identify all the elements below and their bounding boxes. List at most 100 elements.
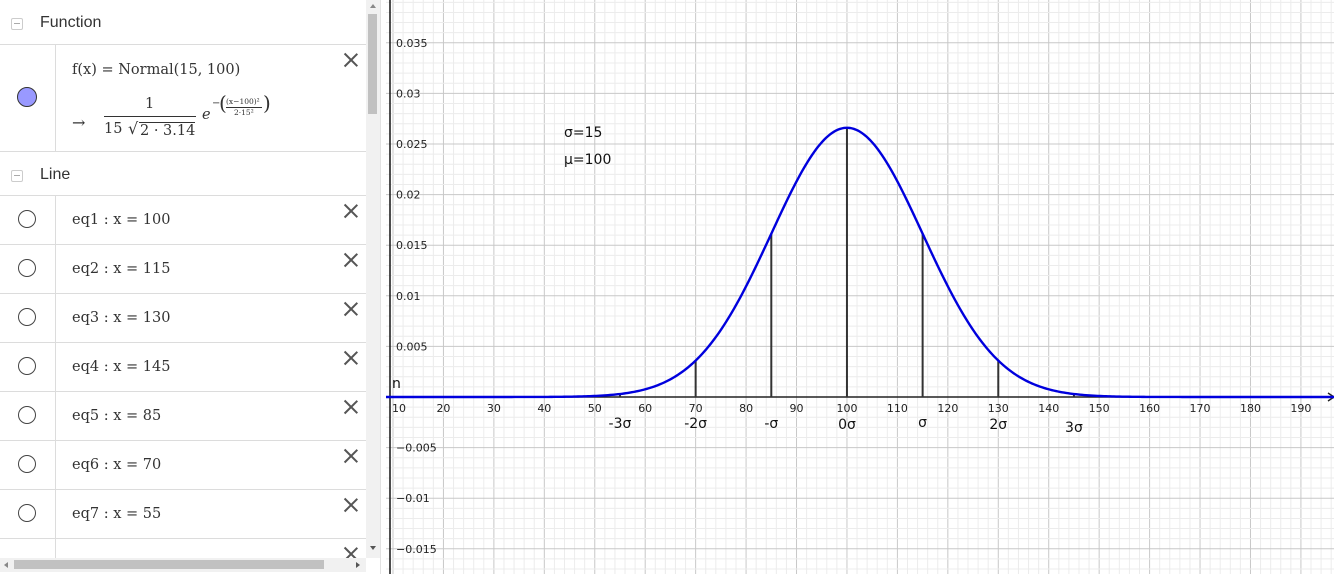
scroll-left-icon[interactable] (4, 562, 8, 568)
collapse-icon[interactable] (11, 18, 23, 30)
axis-n-label: n (392, 376, 401, 392)
fraction-denominator-coef: 15 (104, 121, 123, 137)
exp-numerator: (x−100)² (226, 97, 260, 106)
function-definition[interactable]: f(x) = Normal(15, 100) (72, 62, 241, 78)
line-item[interactable]: eq4 : x = 145 (0, 342, 366, 391)
x-tick-label: 110 (887, 402, 908, 415)
exp-fraction-bar (226, 107, 262, 108)
exp-paren-open: ( (219, 91, 227, 115)
x-tick-label: 170 (1190, 402, 1211, 415)
sqrt-icon: √ (128, 119, 139, 138)
x-tick-label: 50 (588, 402, 602, 415)
visibility-marble-icon[interactable] (18, 455, 36, 473)
scrollbar-thumb[interactable] (368, 14, 377, 114)
line-definition[interactable]: eq4 : x = 145 (72, 359, 171, 375)
function-item[interactable]: f(x) = Normal(15, 100) → 1 15 √ 2 · 3.14… (0, 44, 366, 151)
close-icon[interactable] (344, 449, 358, 463)
line-definition[interactable]: eq6 : x = 70 (72, 457, 162, 473)
view-divider[interactable] (380, 0, 386, 574)
x-tick-label: 190 (1290, 402, 1311, 415)
sqrt-bar (139, 122, 195, 123)
y-tick-label: 0.01 (396, 290, 421, 303)
y-tick-label: −0.01 (396, 492, 430, 505)
y-tick-label: 0.03 (396, 87, 421, 100)
scroll-up-icon[interactable] (370, 4, 376, 8)
close-icon[interactable] (344, 302, 358, 316)
line-item[interactable]: eq1 : x = 100 (0, 195, 366, 244)
mu-annotation: μ=100 (564, 152, 611, 168)
algebra-view: Function f(x) = Normal(15, 100) → 1 15 √… (0, 0, 366, 558)
vertical-lines (618, 127, 1075, 397)
line-item[interactable]: eq6 : x = 70 (0, 440, 366, 489)
line-definition[interactable]: eq1 : x = 100 (72, 212, 171, 228)
graphics-view[interactable]: 10 20 30 40 50 60 70 80 90 100 110 120 130 140 150 160 1… (386, 0, 1334, 574)
plot-canvas[interactable]: 10 20 30 40 50 60 70 80 90 100 110 120 130 140 150 160 1… (386, 0, 1334, 574)
line-item-partial[interactable] (0, 538, 366, 558)
sigma-label: -3σ (609, 416, 632, 432)
fraction-denominator-radicand: 2 · 3.14 (140, 123, 196, 139)
marble-cell (0, 392, 56, 440)
visibility-marble-icon[interactable] (17, 87, 37, 107)
visibility-marble-icon[interactable] (18, 259, 36, 277)
line-definition[interactable]: eq5 : x = 85 (72, 408, 162, 424)
line-item[interactable]: eq2 : x = 115 (0, 244, 366, 293)
marble-cell (0, 343, 56, 391)
normal-curve[interactable] (386, 126, 1334, 399)
close-icon[interactable] (344, 351, 358, 365)
line-definition[interactable]: eq3 : x = 130 (72, 310, 171, 326)
marble-cell (0, 196, 56, 244)
y-tick-label: 0.015 (396, 239, 428, 252)
x-tick-label: 100 (836, 402, 857, 415)
exp-paren-close: ) (263, 91, 271, 115)
close-icon[interactable] (344, 547, 358, 558)
y-tick-label: 0.035 (396, 37, 428, 50)
close-icon[interactable] (344, 204, 358, 218)
line-definition[interactable]: eq7 : x = 55 (72, 506, 162, 522)
sigma-label: σ (918, 415, 927, 431)
fraction-bar (104, 116, 196, 117)
line-item[interactable]: eq7 : x = 55 (0, 489, 366, 538)
collapse-icon[interactable] (11, 170, 23, 182)
visibility-marble-icon[interactable] (18, 357, 36, 375)
x-tick-label: 40 (537, 402, 551, 415)
x-tick-label: 70 (689, 402, 703, 415)
algebra-vertical-scrollbar[interactable] (366, 0, 380, 558)
y-tick-label: −0.015 (396, 543, 437, 556)
line-item[interactable]: eq3 : x = 130 (0, 293, 366, 342)
visibility-marble-icon[interactable] (18, 210, 36, 228)
x-tick-label: 60 (638, 402, 652, 415)
x-tick-label: 140 (1038, 402, 1059, 415)
marble-cell (0, 245, 56, 293)
line-group-header[interactable]: Line (0, 151, 366, 195)
y-tick-label: 0.02 (396, 189, 421, 202)
close-icon[interactable] (344, 253, 358, 267)
exp-base: e (202, 107, 211, 123)
close-icon[interactable] (344, 498, 358, 512)
marble-cell (0, 490, 56, 538)
close-icon[interactable] (344, 400, 358, 414)
visibility-marble-icon[interactable] (18, 406, 36, 424)
y-tick-label: −0.005 (396, 442, 437, 455)
x-tick-label: 130 (988, 402, 1009, 415)
x-tick-label: 10 (392, 402, 406, 415)
close-icon[interactable] (344, 53, 358, 67)
visibility-marble-icon[interactable] (18, 308, 36, 326)
line-item[interactable]: eq5 : x = 85 (0, 391, 366, 440)
scroll-right-icon[interactable] (356, 562, 360, 568)
sigma-label: 0σ (838, 417, 856, 433)
x-tick-label: 180 (1240, 402, 1261, 415)
scroll-down-icon[interactable] (370, 546, 376, 550)
line-definition[interactable]: eq2 : x = 115 (72, 261, 171, 277)
scrollbar-thumb[interactable] (14, 560, 324, 569)
function-group-header[interactable]: Function (0, 0, 366, 44)
line-group-label: Line (40, 166, 71, 183)
y-tick-label: 0.025 (396, 138, 428, 151)
x-tick-label: 20 (436, 402, 450, 415)
x-tick-label: 160 (1139, 402, 1160, 415)
algebra-horizontal-scrollbar[interactable] (0, 558, 366, 572)
x-tick-label: 80 (739, 402, 753, 415)
x-tick-label: 120 (937, 402, 958, 415)
x-tick-label: 150 (1089, 402, 1110, 415)
exp-denominator: 2·15² (234, 108, 254, 117)
visibility-marble-icon[interactable] (18, 504, 36, 522)
